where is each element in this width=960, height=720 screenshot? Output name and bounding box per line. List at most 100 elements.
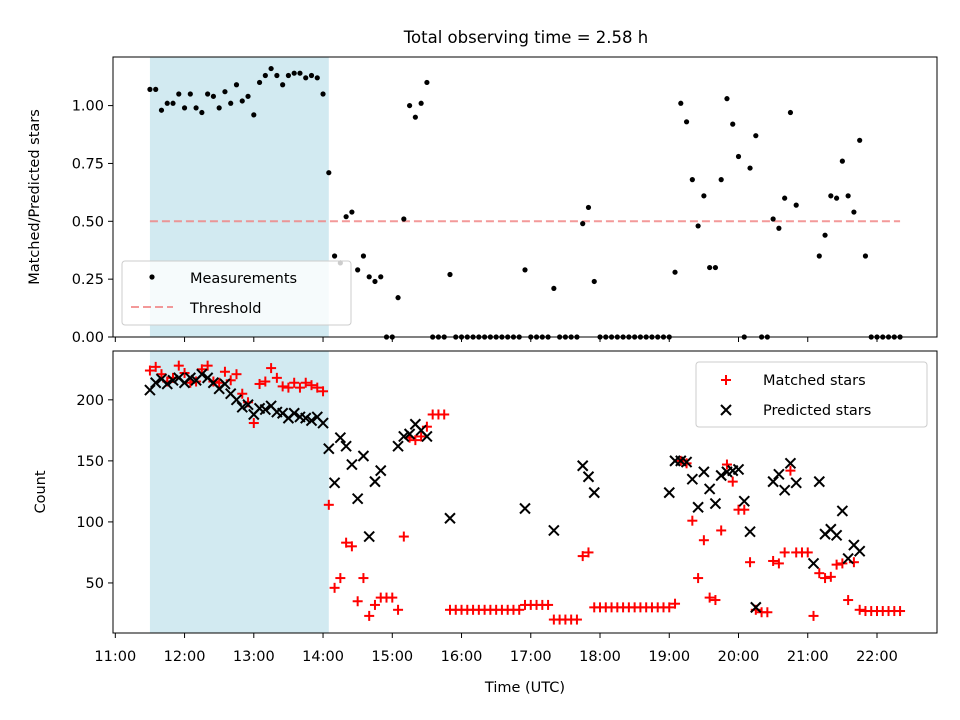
- bottom-panel: 50 100 150 200 11:00 12:00 13:00 14:00 15:00 16:…: [33, 350, 938, 696]
- measurement-point: [551, 285, 557, 292]
- predicted-star-point: [548, 524, 560, 537]
- matched-star-point: [266, 363, 277, 374]
- predicted-x-b: [155, 373, 168, 385]
- predicted-x-b: [351, 493, 364, 505]
- measurement-point: [355, 267, 361, 273]
- predicted-x-b: [363, 530, 375, 543]
- matched-star-point: [329, 582, 340, 593]
- legend-label-threshold: Threshold: [189, 301, 261, 317]
- predicted-star-point: [836, 505, 849, 517]
- measurement-point: [695, 223, 701, 229]
- bottom-legend-box: [695, 361, 928, 428]
- predicted-x-b: [375, 464, 387, 477]
- top-x-ticks: [114, 337, 878, 342]
- measurement-point: [816, 253, 822, 259]
- matched-star-point: [271, 372, 282, 383]
- matched-star-point: [277, 381, 288, 392]
- predicted-x-b: [230, 394, 243, 406]
- matched-star-point: [173, 360, 184, 371]
- matched-star-point: [831, 559, 842, 570]
- predicted-x-b: [392, 440, 404, 452]
- predicted-x-b: [276, 407, 289, 419]
- predicted-x-b: [403, 428, 416, 440]
- predicted-x-b: [790, 477, 802, 489]
- predicted-star-point: [236, 401, 248, 413]
- measurement-point: [701, 193, 707, 199]
- matched-star-point: [514, 604, 525, 615]
- predicted-star-point: [830, 529, 843, 542]
- top-y-ticks: 0.00 0.25 0.50 0.75 1.00: [72, 99, 113, 346]
- predicted-x-b: [144, 384, 156, 396]
- measurement-point: [193, 105, 199, 111]
- measurement-point: [724, 96, 730, 102]
- matched-star-point: [231, 369, 242, 380]
- legend-label-measurements: Measurements: [190, 271, 297, 287]
- predicted-x-b: [346, 458, 358, 471]
- measurement-point: [262, 72, 268, 79]
- matched-star-point: [762, 607, 773, 618]
- measurement-point: [297, 70, 303, 76]
- matched-star-point: [312, 382, 323, 393]
- matched-star-point: [577, 551, 588, 562]
- measurement-point: [187, 91, 193, 97]
- predicted-x-b: [744, 525, 756, 538]
- bottom-x-tick-label: 15:00: [371, 649, 413, 665]
- matched-star-point: [716, 525, 727, 536]
- matched-star-point: [704, 592, 715, 603]
- matched-star-point: [341, 537, 352, 548]
- predicted-x-b: [738, 495, 750, 507]
- bottom-x-tick-label: 19:00: [648, 649, 690, 665]
- measurement-point: [585, 204, 592, 211]
- matched-star-point: [306, 380, 317, 391]
- predicted-x-b: [357, 450, 370, 462]
- measurement-point: [707, 264, 713, 271]
- top-legend-box: [121, 260, 352, 326]
- predicted-x-b: [294, 411, 306, 423]
- predicted-star-point: [375, 464, 387, 477]
- legend-label-predicted: Predicted stars: [763, 403, 871, 419]
- matched-star-point: [543, 599, 554, 610]
- measurement-point: [147, 86, 153, 92]
- bottom-x-tick-label: 22:00: [856, 649, 898, 665]
- predicted-star-point: [576, 460, 589, 472]
- predicted-x-b: [830, 529, 843, 542]
- predicted-star-point: [663, 486, 675, 499]
- legend-label-matched: Matched stars: [763, 373, 866, 389]
- matched-star-point: [219, 366, 230, 377]
- matched-star-point: [398, 531, 409, 542]
- measurement-point: [285, 72, 292, 79]
- predicted-star-point: [288, 407, 300, 419]
- top-axes-frame: [112, 56, 938, 338]
- matched-star-point: [670, 598, 681, 609]
- bottom-x-tick-label: 14:00: [302, 649, 344, 665]
- matched-star-point: [323, 499, 334, 510]
- measurement-point: [730, 121, 736, 127]
- measurement-point: [401, 216, 407, 222]
- predicted-star-point: [853, 545, 866, 557]
- predicted-x-b: [225, 388, 237, 400]
- predicted-star-point: [842, 552, 854, 565]
- matched-star-point: [698, 535, 709, 546]
- matched-star-point: [393, 604, 404, 615]
- predicted-x-b: [444, 512, 456, 524]
- measurement-point: [747, 165, 753, 171]
- predicted-x-b: [784, 457, 797, 470]
- predicted-x-b: [732, 463, 745, 476]
- predicted-stars-points: [144, 368, 866, 614]
- predicted-x-b: [848, 539, 860, 551]
- predicted-x-b: [773, 468, 785, 481]
- predicted-star-point: [340, 440, 352, 452]
- measurement-point: [683, 119, 690, 125]
- matched-star-point: [346, 541, 357, 552]
- measurement-point: [447, 271, 453, 278]
- predicted-star-point: [346, 458, 358, 471]
- matched-star-point: [802, 547, 813, 558]
- matched-star-point: [820, 573, 831, 584]
- bottom-x-tick-label: 11:00: [94, 649, 136, 665]
- bottom-y-tick-label: 100: [76, 515, 104, 531]
- predicted-x-b: [305, 414, 318, 427]
- measurement-point: [233, 82, 240, 88]
- matched-star-point: [150, 361, 161, 372]
- measurement-point: [291, 70, 297, 76]
- measurement-point: [320, 91, 326, 97]
